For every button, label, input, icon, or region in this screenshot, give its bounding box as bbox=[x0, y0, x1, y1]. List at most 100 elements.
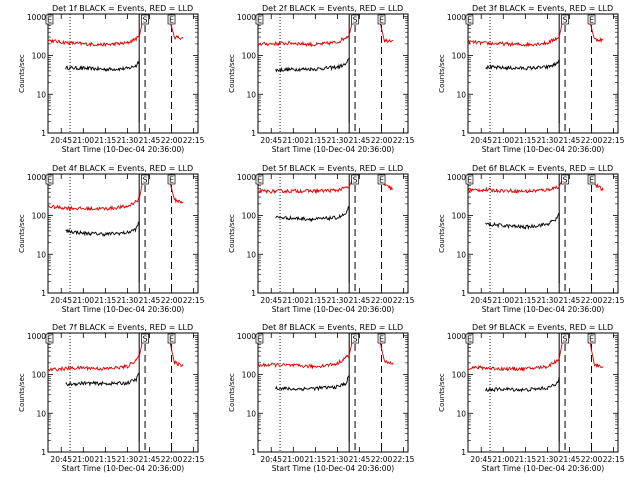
event-marker-box bbox=[45, 14, 54, 25]
x-axis-label: Start Time (10-Dec-04 20:36:00) bbox=[62, 464, 184, 473]
event-marker-label: E bbox=[169, 335, 174, 344]
x-tick-label: 22:00 bbox=[161, 136, 183, 145]
event-marker-label: E bbox=[589, 16, 594, 25]
series-events bbox=[65, 372, 140, 387]
plot-frame bbox=[257, 332, 409, 453]
panel-title: Det 2f BLACK = Events, RED = LLD bbox=[262, 4, 403, 13]
x-tick-label: 22:15 bbox=[603, 136, 625, 145]
event-marker-box bbox=[167, 14, 176, 25]
y-tick-label: 10 bbox=[246, 90, 256, 99]
x-tick-label: 21:45 bbox=[559, 455, 581, 464]
event-marker-label: E bbox=[47, 16, 52, 25]
event-marker-box bbox=[377, 333, 386, 344]
y-tick-label: 1000 bbox=[447, 332, 466, 341]
event-marker-label: S bbox=[353, 335, 358, 344]
x-tick-label: 21:15 bbox=[305, 136, 327, 145]
x-tick-label: 22:15 bbox=[183, 136, 205, 145]
x-axis-label: Start Time (10-Dec-04 20:36:00) bbox=[482, 305, 604, 314]
y-axis-label: Counts/sec bbox=[228, 54, 236, 93]
event-marker-box bbox=[141, 333, 149, 344]
x-tick-label: 21:30 bbox=[117, 136, 139, 145]
event-marker-box bbox=[351, 174, 359, 185]
x-tick-label: 21:15 bbox=[305, 455, 327, 464]
x-tick-label: 22:00 bbox=[371, 296, 393, 305]
x-tick-label: 20:45 bbox=[50, 455, 72, 464]
x-tick-label: 21:45 bbox=[349, 136, 371, 145]
x-tick-label: 22:15 bbox=[393, 296, 415, 305]
plot-frame bbox=[47, 13, 199, 134]
series-lld bbox=[47, 16, 184, 48]
x-tick-label: 21:30 bbox=[537, 455, 559, 464]
event-marker-label: S bbox=[563, 16, 568, 25]
y-axis-label: Counts/sec bbox=[438, 373, 446, 412]
panel-det-1f: Det 1f BLACK = Events, RED = LLD 1 10 100 10… bbox=[18, 4, 205, 154]
x-tick-label: 21:00 bbox=[72, 455, 94, 464]
x-tick-label: 22:00 bbox=[371, 136, 393, 145]
panel-title: Det 7f BLACK = Events, RED = LLD bbox=[52, 323, 193, 332]
event-marker-label: S bbox=[563, 176, 568, 185]
y-tick-label: 100 bbox=[32, 212, 47, 221]
series-lld bbox=[257, 335, 394, 370]
event-marker-label: E bbox=[379, 335, 384, 344]
x-tick-label: 21:15 bbox=[515, 455, 537, 464]
event-marker-label: E bbox=[467, 16, 472, 25]
x-axis-label: Start Time (10-Dec-04 20:36:00) bbox=[62, 305, 184, 314]
y-tick-label: 1000 bbox=[237, 332, 256, 341]
event-marker-label: E bbox=[47, 335, 52, 344]
y-tick-label: 10 bbox=[456, 409, 466, 418]
event-marker-label: E bbox=[379, 16, 384, 25]
series-events bbox=[275, 206, 350, 223]
x-tick-label: 21:45 bbox=[139, 455, 161, 464]
x-tick-label: 21:15 bbox=[515, 136, 537, 145]
event-marker-label: E bbox=[467, 335, 472, 344]
event-marker-box bbox=[377, 174, 386, 185]
plot-frame bbox=[47, 332, 199, 453]
event-marker-box bbox=[587, 14, 596, 25]
x-tick-label: 21:30 bbox=[327, 455, 349, 464]
y-tick-label: 1000 bbox=[237, 173, 256, 182]
x-tick-label: 21:00 bbox=[72, 296, 94, 305]
event-marker-box bbox=[45, 333, 54, 344]
x-tick-label: 20:45 bbox=[470, 296, 492, 305]
x-tick-label: 21:45 bbox=[349, 296, 371, 305]
event-marker-label: E bbox=[257, 176, 262, 185]
y-axis-label: Counts/sec bbox=[18, 54, 26, 93]
x-tick-label: 20:45 bbox=[50, 136, 72, 145]
event-marker-label: S bbox=[143, 16, 148, 25]
x-tick-label: 20:45 bbox=[470, 455, 492, 464]
event-marker-box bbox=[561, 14, 569, 25]
y-tick-label: 1 bbox=[41, 289, 46, 298]
x-tick-label: 21:00 bbox=[492, 136, 514, 145]
y-axis-label: Counts/sec bbox=[228, 214, 236, 253]
series-events bbox=[65, 60, 140, 72]
x-tick-label: 21:30 bbox=[117, 455, 139, 464]
event-marker-box bbox=[255, 14, 264, 25]
y-axis-label: Counts/sec bbox=[438, 54, 446, 93]
y-tick-label: 10 bbox=[456, 90, 466, 99]
series-events bbox=[485, 212, 560, 231]
y-tick-label: 10 bbox=[246, 409, 256, 418]
x-tick-label: 21:00 bbox=[282, 136, 304, 145]
event-marker-label: E bbox=[467, 176, 472, 185]
series-lld bbox=[47, 335, 184, 372]
panel-det-8f: Det 8f BLACK = Events, RED = LLD 1 10 100 10… bbox=[228, 323, 415, 473]
panel-det-4f: Det 4f BLACK = Events, RED = LLD 1 10 100 10… bbox=[18, 164, 205, 314]
x-tick-label: 22:15 bbox=[393, 136, 415, 145]
plot-frame bbox=[257, 173, 409, 294]
x-tick-label: 22:15 bbox=[603, 455, 625, 464]
series-lld bbox=[257, 16, 394, 48]
x-tick-label: 20:45 bbox=[50, 296, 72, 305]
event-marker-label: S bbox=[143, 335, 148, 344]
y-axis-label: Counts/sec bbox=[438, 214, 446, 253]
panel-det-2f: Det 2f BLACK = Events, RED = LLD 1 10 100 10… bbox=[228, 4, 415, 154]
series-events bbox=[275, 375, 350, 392]
y-tick-label: 100 bbox=[452, 371, 467, 380]
x-tick-label: 21:00 bbox=[492, 296, 514, 305]
panel-title: Det 3f BLACK = Events, RED = LLD bbox=[472, 4, 613, 13]
x-tick-label: 22:15 bbox=[183, 296, 205, 305]
x-tick-label: 22:00 bbox=[581, 136, 603, 145]
y-tick-label: 1 bbox=[251, 129, 256, 138]
plot-frame bbox=[257, 13, 409, 134]
plot-frame bbox=[467, 173, 619, 294]
x-axis-label: Start Time (10-Dec-04 20:36:00) bbox=[482, 464, 604, 473]
